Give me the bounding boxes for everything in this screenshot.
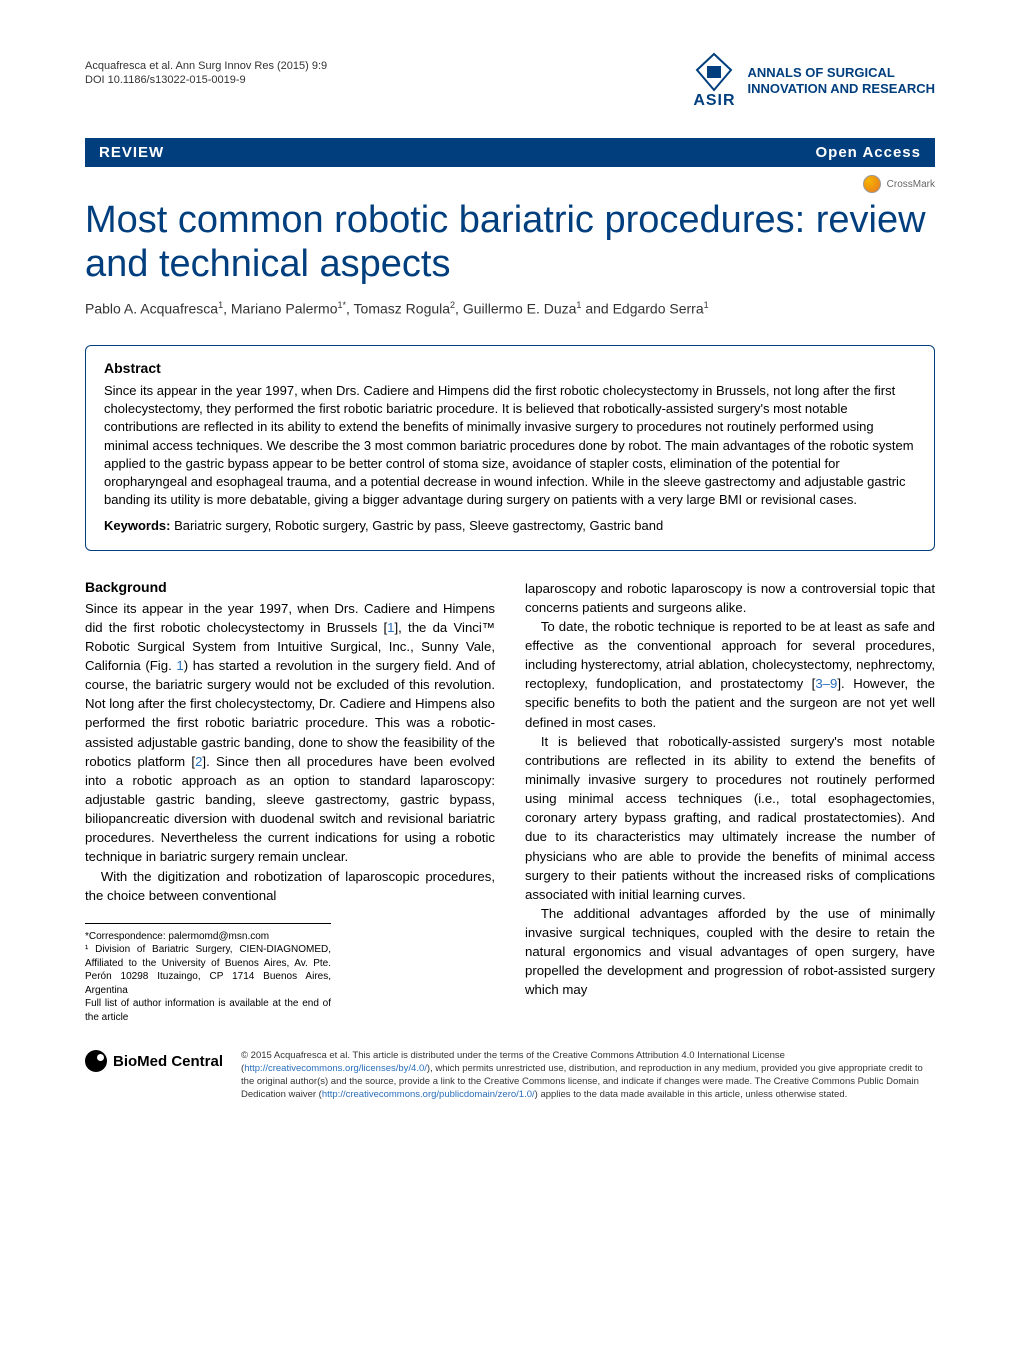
journal-name-line1: ANNALS OF SURGICAL	[747, 65, 935, 81]
footnotes: *Correspondence: palermomd@msn.com ¹ Div…	[85, 923, 331, 1025]
open-access-label: Open Access	[816, 144, 922, 161]
license-link-2[interactable]: http://creativecommons.org/publicdomain/…	[322, 1089, 535, 1100]
abstract-heading: Abstract	[104, 360, 916, 376]
biomed-central-logo: BioMed Central	[85, 1050, 223, 1072]
body-p2: With the digitization and robotization o…	[85, 867, 495, 905]
affiliation-1: ¹ Division of Bariatric Surgery, CIEN-DI…	[85, 943, 331, 997]
background-heading: Background	[85, 579, 495, 595]
asir-text: ASIR	[693, 92, 735, 110]
keywords-line: Keywords: Bariatric surgery, Robotic sur…	[104, 517, 916, 535]
abstract-box: Abstract Since its appear in the year 19…	[85, 345, 935, 551]
keywords-label: Keywords:	[104, 518, 170, 533]
journal-name: ANNALS OF SURGICAL INNOVATION AND RESEAR…	[747, 65, 935, 96]
full-author-list-note: Full list of author information is avail…	[85, 997, 331, 1024]
article-type-label: REVIEW	[99, 144, 164, 161]
ref-3-9[interactable]: 3–9	[815, 676, 837, 691]
abstract-body: Since its appear in the year 1997, when …	[104, 382, 916, 509]
fig-1[interactable]: 1	[176, 658, 183, 673]
body-p4: To date, the robotic technique is report…	[525, 617, 935, 732]
bmc-circle-icon	[85, 1050, 107, 1072]
crossmark-badge[interactable]: CrossMark	[85, 175, 935, 193]
license-text: © 2015 Acquafresca et al. This article i…	[241, 1050, 935, 1101]
left-column: Background Since its appear in the year …	[85, 579, 495, 1025]
ref-1[interactable]: 1	[387, 620, 394, 635]
correspondence: *Correspondence: palermomd@msn.com	[85, 930, 331, 944]
bmc-label: BioMed Central	[113, 1053, 223, 1070]
ref-2[interactable]: 2	[195, 754, 202, 769]
license-link-1[interactable]: http://creativecommons.org/licenses/by/4…	[244, 1063, 427, 1074]
journal-name-line2: INNOVATION AND RESEARCH	[747, 81, 935, 97]
body-p6: The additional advantages afforded by th…	[525, 904, 935, 1000]
crossmark-label: CrossMark	[887, 179, 935, 190]
authors-line: Pablo A. Acquafresca1, Mariano Palermo1*…	[85, 300, 935, 317]
license-row: BioMed Central © 2015 Acquafresca et al.…	[85, 1050, 935, 1101]
body-columns: Background Since its appear in the year …	[85, 579, 935, 1025]
article-title: Most common robotic bariatric procedures…	[85, 199, 935, 286]
license-post: ) applies to the data made available in …	[535, 1089, 848, 1100]
asir-logo: ASIR	[691, 52, 737, 110]
body-p3: laparoscopy and robotic laparoscopy is n…	[525, 579, 935, 617]
right-column: laparoscopy and robotic laparoscopy is n…	[525, 579, 935, 1025]
body-p1: Since its appear in the year 1997, when …	[85, 599, 495, 867]
body-p5: It is believed that robotically-assisted…	[525, 732, 935, 904]
article-type-bar: REVIEW Open Access	[85, 138, 935, 167]
keywords-text: Bariatric surgery, Robotic surgery, Gast…	[170, 518, 663, 533]
crossmark-icon	[863, 175, 881, 193]
